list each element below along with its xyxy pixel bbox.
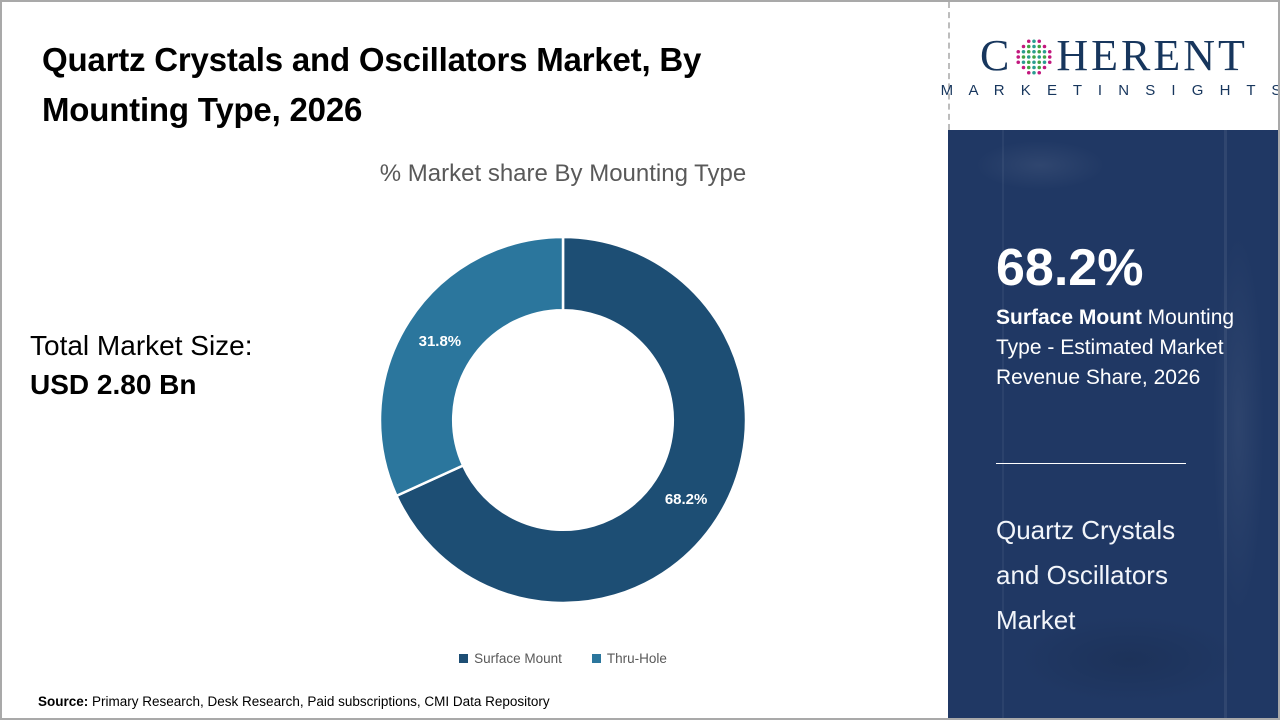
page-title-line1: Quartz Crystals and Oscillators Market, … <box>42 41 702 78</box>
dotted-globe-icon <box>1016 38 1052 75</box>
brand-logo: C HERENT M A R K E T I N S I G H T S <box>941 2 1278 130</box>
highlight-desc-rest: Mounting Type - Estimated Market Revenue… <box>996 306 1235 390</box>
source-label: Source: <box>38 694 89 709</box>
slice-data-label: 68.2% <box>665 491 708 508</box>
legend-item-surface-mount: Surface Mount <box>459 651 562 666</box>
highlight-stat-description: Surface Mount Mounting Type - Estimated … <box>996 303 1248 393</box>
donut-chart-svg: 68.2% 31.8% <box>378 235 748 605</box>
total-market-size: Total Market Size: USD 2.80 Bn <box>30 326 253 404</box>
highlight-stat-value: 68.2% <box>996 239 1144 297</box>
slice-data-label: 31.8% <box>419 333 462 350</box>
donut-chart: 68.2% 31.8% <box>373 230 753 610</box>
brand-letters-rest: HERENT <box>1056 30 1248 80</box>
source-text: Primary Research, Desk Research, Paid su… <box>88 694 550 709</box>
legend-item-thru-hole: Thru-Hole <box>591 651 667 666</box>
total-market-size-value: USD 2.80 Bn <box>30 369 197 400</box>
highlight-segment-name: Surface Mount <box>996 306 1142 330</box>
chart-legend: Surface Mount Thru-Hole <box>333 651 793 666</box>
total-market-size-label: Total Market Size: <box>30 330 253 361</box>
panel-divider <box>996 463 1186 465</box>
brand-letter-c: C <box>980 30 1013 80</box>
donut-slice-surface-mount <box>394 235 748 605</box>
legend-label: Surface Mount <box>474 651 562 666</box>
brand-wordmark: C HERENT <box>980 30 1248 80</box>
source-line: Source: Primary Research, Desk Research,… <box>38 694 550 709</box>
panel-market-name: Quartz Crystals and Oscillators Market <box>996 515 1176 636</box>
legend-label: Thru-Hole <box>606 651 667 666</box>
legend-swatch <box>591 654 601 663</box>
chart-subtitle: % Market share By Mounting Type <box>379 160 747 187</box>
brand-tagline: M A R K E T I N S I G H T S <box>940 81 1280 99</box>
page-title: Quartz Crystals and Oscillators Market, … <box>42 35 862 135</box>
legend-swatch <box>459 654 469 663</box>
page-title-line2: Mounting Type, 2026 <box>42 91 363 128</box>
highlight-panel: 68.2% Surface Mount Mounting Type - Esti… <box>948 130 1278 718</box>
donut-slice-thru-hole <box>378 235 565 498</box>
